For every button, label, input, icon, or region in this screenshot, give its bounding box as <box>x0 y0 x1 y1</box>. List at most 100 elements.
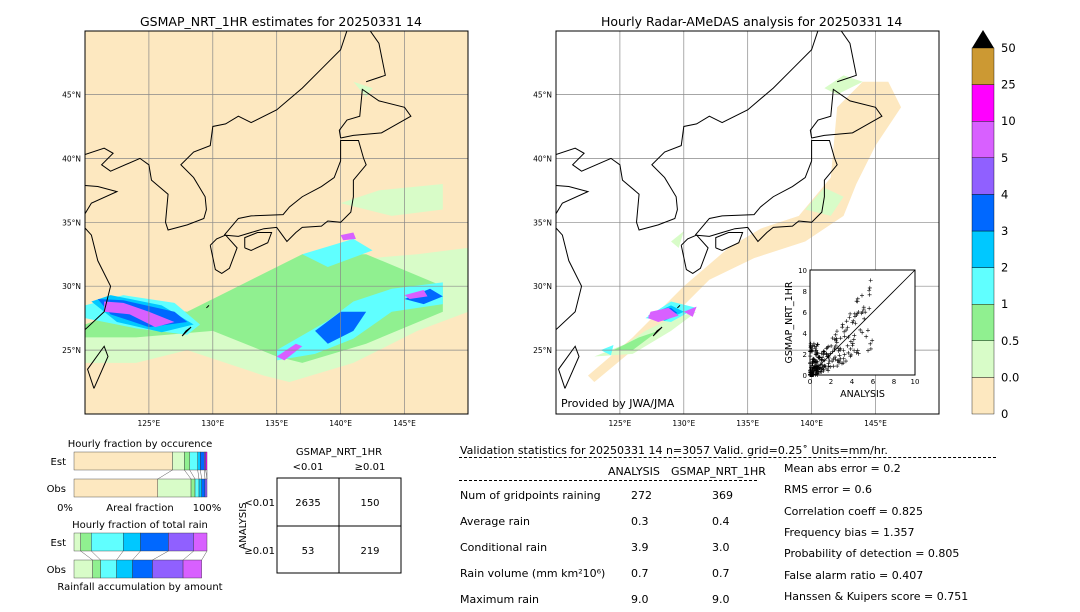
rain-region <box>276 343 303 361</box>
scatter-y-tick: 10 <box>798 267 807 275</box>
rain-region <box>104 301 175 328</box>
stat-label: Conditional rain <box>460 541 548 554</box>
scatter-point <box>830 359 835 364</box>
scatter-point <box>819 351 824 356</box>
scatter-point <box>841 356 846 361</box>
lat-tick-label: 25°N <box>62 346 81 355</box>
map-layer <box>556 31 939 414</box>
lat-tick-label: 40°N <box>62 154 81 163</box>
fraction-segment <box>197 451 201 471</box>
scatter-x-tick: 0 <box>808 378 812 386</box>
scatter-point <box>867 292 872 297</box>
colorbar-segment <box>971 230 995 268</box>
stat-gsmap-value: 9.0 <box>712 593 730 606</box>
scatter-point <box>836 360 841 365</box>
fraction-segment <box>205 451 208 471</box>
scatter-point <box>833 332 838 337</box>
scatter-point <box>864 334 869 339</box>
scatter-point <box>816 371 821 376</box>
stat-gsmap-value: 369 <box>712 489 733 502</box>
scatter-point <box>813 372 818 377</box>
rain-region <box>683 306 697 317</box>
scatter-point <box>867 288 872 293</box>
scatter-point <box>867 285 872 290</box>
scatter-point <box>833 343 838 348</box>
coastline <box>680 234 709 275</box>
lon-tick-label: 145°E <box>864 419 887 428</box>
one-to-one-line <box>809 269 916 376</box>
coastline <box>181 326 192 337</box>
colorbar-label: 10 <box>1001 114 1016 128</box>
fraction-segment <box>198 478 202 498</box>
lon-tick-label: 125°E <box>137 419 160 428</box>
xtick-100: 100% <box>193 503 222 514</box>
scatter-point <box>830 336 835 341</box>
col-gsmap: GSMAP_NRT_1HR <box>671 465 766 478</box>
rain-region <box>302 238 373 268</box>
right-map: 125°E 130°E 135°E 140°E 145°E 45°N 40°N 35°N 30°… <box>533 30 940 428</box>
lat-tick-label: 35°N <box>533 218 552 227</box>
colorbar-label: 0.01 <box>1001 370 1020 384</box>
col-header: <0.01 <box>293 462 324 473</box>
scatter-point <box>837 353 842 358</box>
table-title: GSMAP_NRT_1HR <box>296 447 382 458</box>
scatter-point <box>831 356 836 361</box>
connector <box>197 469 200 480</box>
scatter-point <box>838 346 843 351</box>
colorbar-label: 0 <box>1001 407 1008 420</box>
table-cell: 53 <box>302 546 315 557</box>
score-line: Hanssen & Kuipers score = 0.751 <box>784 589 969 603</box>
scatter-point <box>852 311 857 316</box>
rain-region <box>648 307 679 322</box>
stat-analysis-value: 3.9 <box>631 541 649 554</box>
scatter-point <box>822 358 827 363</box>
scatter-point <box>842 352 847 357</box>
scatter-point <box>815 350 820 355</box>
colorbar-label: 25 <box>1001 78 1016 92</box>
colorbar-segment <box>971 157 995 195</box>
scatter-point <box>860 330 865 335</box>
scatter-point <box>838 336 843 341</box>
row-label-obs: Obs <box>47 484 66 495</box>
lat-tick-label: 30°N <box>533 282 552 291</box>
coastline <box>556 31 819 331</box>
scatter-point <box>868 341 873 346</box>
rain-region <box>613 330 659 351</box>
score-line: RMS error = 0.6 <box>784 483 872 497</box>
scatter-point <box>820 362 825 367</box>
scatter-point <box>826 368 831 373</box>
colorbar-label: 0.5 <box>1001 334 1019 348</box>
fraction-segment <box>172 451 185 471</box>
scatter-point <box>844 319 849 324</box>
colorbar: 0 0.01 0.5 1 2 3 4 5 10 25 50 <box>971 30 1020 420</box>
connector <box>182 550 194 561</box>
score-line: Probability of detection = 0.805 <box>784 547 960 561</box>
fraction-segment <box>116 559 133 579</box>
rain-xlabel: Rainfall accumulation by amount <box>57 582 222 593</box>
scatter-point <box>828 364 833 369</box>
scatter-point <box>834 329 839 334</box>
row-label-est: Est <box>51 457 67 468</box>
fraction-segment <box>73 559 93 579</box>
left-map-title: GSMAP_NRT_1HR estimates for 20250331 14 <box>140 14 422 29</box>
coastline <box>558 345 580 389</box>
scatter-point <box>856 351 861 356</box>
fraction-segment <box>201 478 206 498</box>
scatter-y-tick: 0 <box>803 372 807 380</box>
right-map-title: Hourly Radar-AMeDAS analysis for 2025033… <box>601 14 903 29</box>
stat-label: Num of gridpoints raining <box>460 489 601 502</box>
connector <box>204 469 206 480</box>
scatter-point <box>824 346 829 351</box>
fraction-segment <box>184 451 190 471</box>
left-map: 125°E 130°E 135°E 140°E 145°E 45°N 40°N 35°N 30°… <box>62 30 469 428</box>
colorbar-segment <box>971 267 995 305</box>
coastline <box>694 140 838 243</box>
stat-analysis-value: 9.0 <box>631 593 649 606</box>
score-line: Mean abs error = 0.2 <box>784 462 901 475</box>
lon-tick-label: 130°E <box>672 419 695 428</box>
row-label-obs: Obs <box>47 565 66 576</box>
scatter-point <box>852 348 857 353</box>
connector <box>91 550 101 561</box>
connector <box>189 469 196 480</box>
